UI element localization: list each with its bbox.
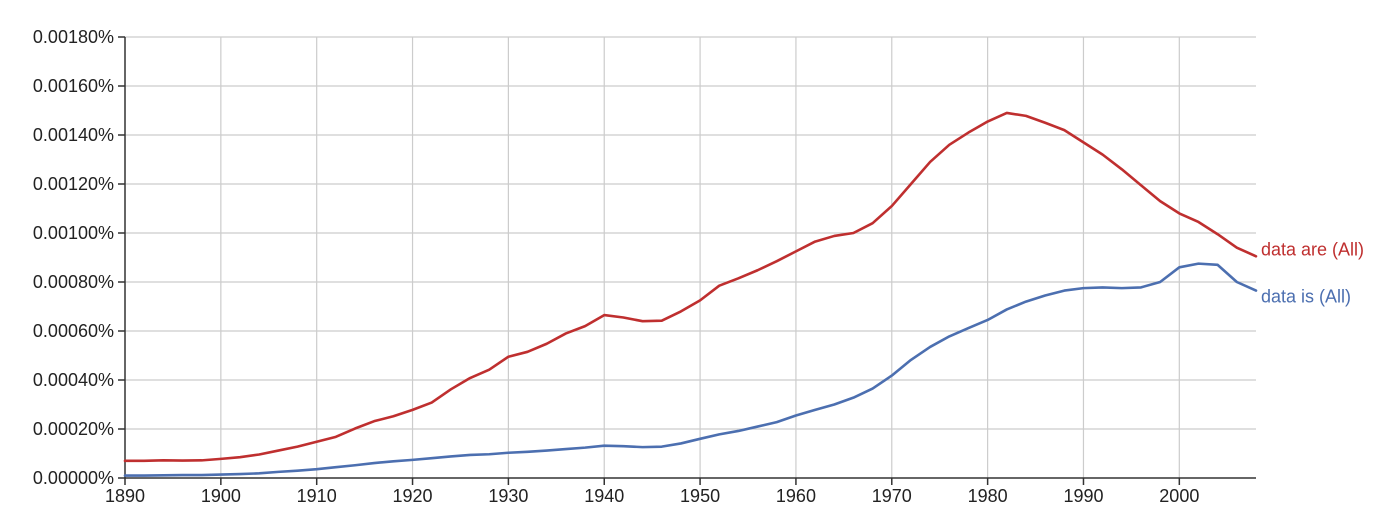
x-tick-label: 1900: [201, 486, 241, 506]
x-tick-label: 1930: [488, 486, 528, 506]
x-tick-label: 1890: [105, 486, 145, 506]
y-tick-label: 0.00140%: [33, 125, 114, 145]
series-label-data-are: data are (All): [1261, 239, 1364, 259]
gridlines: [125, 36, 1256, 478]
x-tick-label: 1980: [968, 486, 1008, 506]
x-tick-label: 1950: [680, 486, 720, 506]
series-lines: [123, 111, 1258, 477]
y-tick-label: 0.00080%: [33, 272, 114, 292]
series-line-data-are: [123, 111, 1258, 463]
x-tick-label: 2000: [1159, 486, 1199, 506]
series-line-data-is: [123, 262, 1258, 477]
y-tick-label: 0.00000%: [33, 468, 114, 488]
series-labels: data are (All) data is (All): [1261, 239, 1364, 306]
y-tick-label: 0.00120%: [33, 174, 114, 194]
y-tick-label: 0.00020%: [33, 419, 114, 439]
x-tick-label: 1990: [1063, 486, 1103, 506]
y-tick-label: 0.00180%: [33, 27, 114, 47]
y-tick-label: 0.00160%: [33, 76, 114, 96]
y-tick-label: 0.00040%: [33, 370, 114, 390]
y-tick-label: 0.00060%: [33, 321, 114, 341]
x-tick-label: 1910: [297, 486, 337, 506]
x-tick-label: 1970: [872, 486, 912, 506]
series-label-data-is: data is (All): [1261, 287, 1351, 307]
x-tick-label: 1960: [776, 486, 816, 506]
y-tick-label: 0.00100%: [33, 223, 114, 243]
x-tick-label: 1940: [584, 486, 624, 506]
x-tick-label: 1920: [393, 486, 433, 506]
axes: 0.00000% 0.00020% 0.00040% 0.00060% 0.00080%…: [33, 27, 1256, 506]
